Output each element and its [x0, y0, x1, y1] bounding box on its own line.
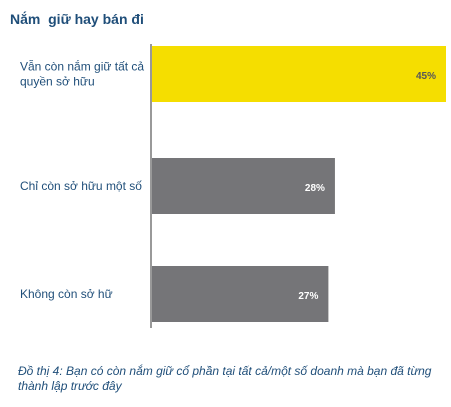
category-label-3: Không còn sở hữ [20, 287, 113, 301]
category-label-line: Chỉ còn sở hữu một số [20, 179, 142, 193]
chart-caption: Đồ thị 4: Bạn có còn nắm giữ cổ phần tại… [18, 364, 432, 393]
category-label-2: Chỉ còn sở hữu một số [20, 179, 142, 193]
category-label-1: Vẫn còn nắm giữ tất cả quyền sở hữu [20, 59, 144, 89]
category-label-line: Vẫn còn nắm giữ tất cả [20, 59, 144, 74]
bar-value-label-1: 45% [416, 71, 436, 82]
category-label-line: Không còn sở hữ [20, 287, 113, 301]
bar-value-label-2: 28% [305, 183, 325, 194]
chart-title: Nắm giữ hay bán đi [10, 11, 144, 27]
bar-3 [152, 266, 329, 322]
bar-2 [152, 158, 335, 214]
bar-chart: 45% Vẫn còn nắm giữ tất cả quyền sở hữu 28%… [20, 44, 446, 328]
category-label-line: quyền sở hữu [20, 75, 95, 89]
bars-layer: 45% Vẫn còn nắm giữ tất cả quyền sở hữu 28%… [20, 46, 446, 322]
bar-1 [152, 46, 446, 102]
bar-value-label-3: 27% [298, 291, 318, 302]
